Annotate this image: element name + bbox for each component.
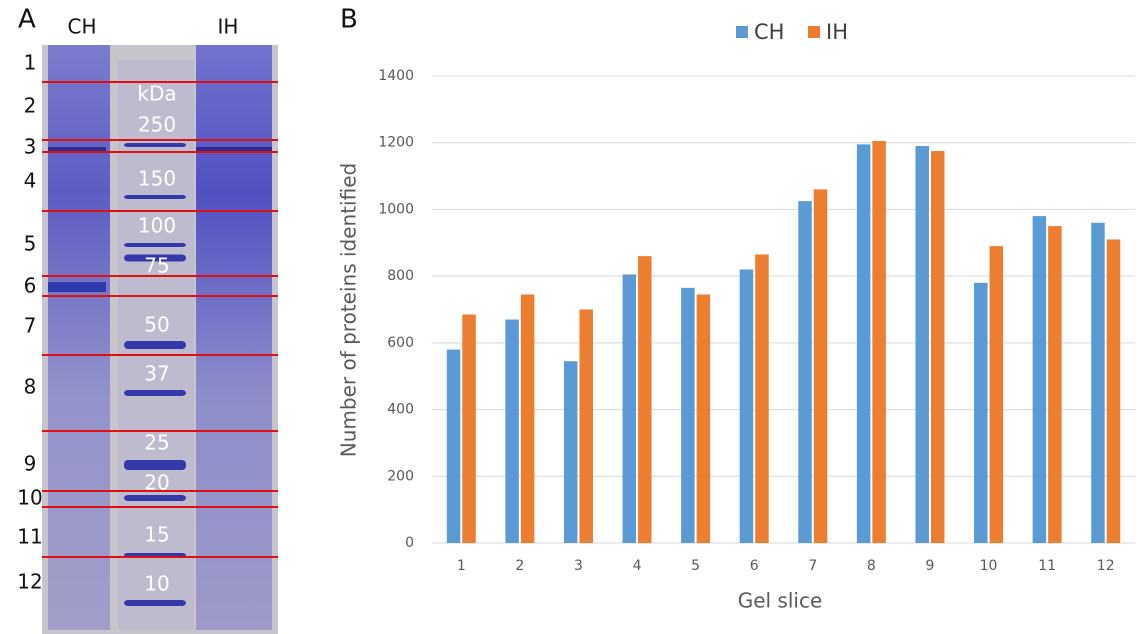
bar [739,269,754,543]
bar [755,254,769,544]
bar [520,294,535,543]
marker-band [124,143,186,147]
slice-label: 12 [17,570,42,594]
marker-label: 15 [144,523,169,547]
slice-label: 4 [24,169,37,193]
gel-band [196,147,272,153]
bar [989,246,1004,543]
slice-label: 3 [24,135,37,159]
bar [1048,226,1062,543]
bar [1106,239,1121,543]
bar [505,319,519,543]
marker-label: 75 [144,254,169,278]
x-axis-label: Gel slice [738,589,823,613]
y-tick-label: 200 [387,468,414,484]
slice-label: 5 [24,232,37,256]
legend-swatch [736,26,748,38]
x-tick-label: 5 [691,558,700,574]
gel-band [48,282,106,292]
x-tick-label: 4 [633,558,642,574]
y-tick-label: 600 [387,335,414,351]
marker-band [124,495,186,501]
bar [974,282,988,543]
marker-label: 25 [144,431,169,455]
marker-band [124,195,186,199]
marker-band [124,460,186,470]
slice-label: 10 [17,486,42,510]
panel-label: B [340,5,358,35]
marker-band [124,600,186,606]
y-tick-label: 1400 [378,68,414,84]
slice-label: 2 [24,94,37,118]
marker-unit: kDa [137,82,176,106]
bar [462,314,476,543]
marker-label: 150 [138,167,176,191]
x-tick-label: 1 [457,558,466,574]
lane-label: CH [67,15,96,39]
slice-label: 7 [24,314,37,338]
x-tick-label: 8 [867,558,876,574]
bar [872,141,886,543]
x-tick-label: 2 [515,558,524,574]
x-tick-label: 11 [1038,558,1056,574]
bar [579,309,593,543]
marker-label: 250 [138,113,176,137]
marker-band [124,243,186,247]
bar [638,256,652,543]
slice-label: 9 [24,452,37,476]
bar [681,287,695,543]
legend-swatch [808,26,820,38]
y-tick-label: 800 [387,268,414,284]
slice-label: 1 [24,51,37,75]
marker-label: 20 [144,471,169,495]
bar [798,201,812,543]
gel-lane [48,45,110,630]
marker-label: 37 [144,362,169,386]
y-tick-label: 0 [405,535,414,551]
legend-label: CH [754,20,784,44]
gel-lane [196,45,272,630]
bar [1091,222,1105,543]
bar [930,151,945,543]
marker-band [124,341,186,349]
y-tick-label: 1000 [378,201,414,217]
slice-label: 6 [24,274,37,298]
y-tick-label: 400 [387,402,414,418]
y-axis-label: Number of proteins identified [337,163,361,457]
bar [813,189,828,543]
x-tick-label: 12 [1097,558,1115,574]
gel-band [48,147,106,153]
marker-label: 50 [144,313,169,337]
marker-label: 10 [144,572,169,596]
x-tick-label: 10 [980,558,998,574]
x-tick-label: 9 [925,558,934,574]
x-tick-label: 6 [750,558,759,574]
bar [446,349,461,543]
x-tick-label: 3 [574,558,583,574]
bar [563,361,578,543]
slice-label: 8 [24,375,37,399]
lane-label: IH [218,15,239,39]
x-tick-label: 7 [808,558,817,574]
slice-label: 11 [17,525,42,549]
legend-label: IH [826,20,848,44]
marker-band [124,390,186,396]
bar [696,294,711,543]
marker-band [124,254,186,262]
bar [1032,216,1047,543]
marker-label: 100 [138,214,176,238]
bar [915,146,929,544]
bar [856,144,871,543]
bar [622,274,637,543]
panel-label: A [18,5,36,35]
y-tick-label: 1200 [378,135,414,151]
